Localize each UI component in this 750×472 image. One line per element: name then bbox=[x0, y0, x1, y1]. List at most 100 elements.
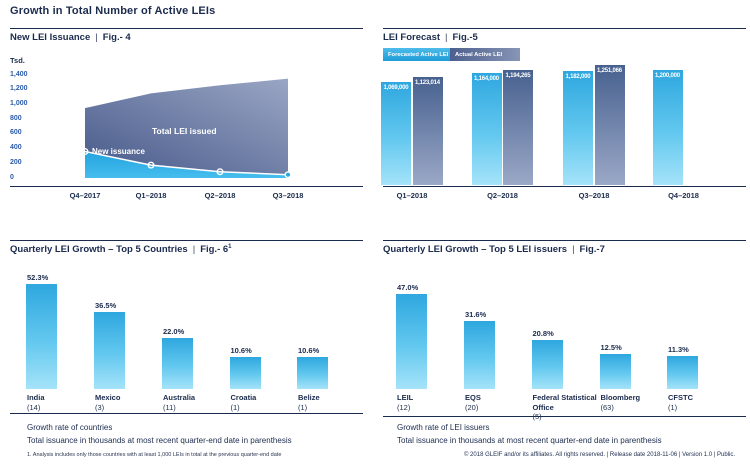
fig4-ytick: 800 bbox=[10, 114, 22, 122]
divider-top-right bbox=[383, 28, 746, 30]
bar-category: Australia (11) bbox=[163, 393, 237, 412]
actual-bar: 1,251,066 bbox=[594, 64, 625, 185]
data-point-marker bbox=[81, 148, 89, 156]
fig6-note-1: Growth rate of countries bbox=[27, 423, 113, 432]
bar-category: Croatia (1) bbox=[231, 393, 305, 412]
page-footnote: 1. Analysis includes only those countrie… bbox=[27, 452, 282, 458]
fig4-x-label: Q1–2018 bbox=[135, 191, 167, 200]
bar-percent-label: 52.3% bbox=[27, 273, 49, 283]
bar-category: EQS (20) bbox=[465, 393, 539, 412]
title-separator: | bbox=[445, 32, 448, 43]
forecast-bar-value: 1,164,000 bbox=[474, 76, 499, 83]
new-issuance-area bbox=[85, 151, 288, 178]
bar-category: Federal Statistical Office (5) bbox=[533, 393, 607, 422]
growth-bar bbox=[531, 339, 563, 389]
fig7-title: Quarterly LEI Growth – Top 5 LEI issuers… bbox=[383, 244, 605, 255]
divider-mid-left bbox=[10, 240, 363, 242]
fig6-note-2: Total issuance in thousands at most rece… bbox=[27, 436, 292, 445]
bar-category: Belize (1) bbox=[298, 393, 372, 412]
fig5-x-label: Q1–2018 bbox=[396, 191, 428, 200]
bar-category: Bloomberg (63) bbox=[601, 393, 675, 412]
growth-bar bbox=[94, 312, 125, 389]
actual-bar-value: 1,251,066 bbox=[597, 67, 622, 74]
bar-percent-label: 12.5% bbox=[600, 343, 622, 353]
title-separator: | bbox=[192, 244, 196, 256]
fig7-fig-label: Fig.-7 bbox=[579, 244, 605, 255]
title-separator: | bbox=[95, 32, 98, 43]
bar-category-count: (20) bbox=[465, 402, 479, 412]
bar-percent-label: 22.0% bbox=[163, 326, 185, 336]
fig7-note-2: Total issuance in thousands at most rece… bbox=[397, 436, 662, 445]
data-point-marker bbox=[216, 168, 224, 176]
growth-bar bbox=[297, 357, 328, 389]
legend-actual-active-lei: Actual Active LEI bbox=[450, 48, 520, 61]
fig7-note-1: Growth rate of LEI issuers bbox=[397, 423, 490, 432]
bar-category: CFSTC (1) bbox=[668, 393, 742, 412]
data-point-marker bbox=[147, 161, 155, 169]
actual-bar-value: 1,194,265 bbox=[505, 73, 531, 80]
fig4-ytick: 600 bbox=[10, 129, 22, 137]
forecast-bar: 1,200,000 bbox=[652, 69, 683, 185]
growth-bar bbox=[667, 356, 698, 389]
fig5-x-label: Q3–2018 bbox=[578, 191, 610, 200]
fig4-ytick: 200 bbox=[10, 158, 22, 166]
page-title: Growth in Total Number of Active LEIs bbox=[10, 5, 216, 17]
growth-bar bbox=[26, 284, 57, 389]
bar-category-name: Belize bbox=[298, 393, 320, 402]
fig5-x-label: Q4–2018 bbox=[668, 191, 699, 200]
fig4-title-text: New LEI Issuance bbox=[10, 32, 91, 43]
bar-category-name: Croatia bbox=[230, 393, 257, 402]
fig7-title-text: Quarterly LEI Growth – Top 5 LEI issuers bbox=[383, 244, 568, 255]
fig6-footnote-marker: 1 bbox=[228, 244, 232, 250]
fig5-legend: Forecasted Active LEI Actual Active LEI bbox=[383, 48, 520, 61]
bar-category: LEIL (12) bbox=[397, 393, 471, 412]
fig4-series-label-total: Total LEI issued bbox=[152, 126, 217, 136]
fig6-fig-label: Fig.- 6 bbox=[200, 244, 229, 256]
bar-percent-label: 20.8% bbox=[532, 328, 554, 338]
fig4-x-label: Q3–2018 bbox=[272, 191, 304, 200]
total-lei-issued-area bbox=[85, 78, 288, 175]
bar-category: Mexico (3) bbox=[95, 393, 169, 412]
divider-bottom-left bbox=[10, 413, 363, 415]
bar-category-count: (14) bbox=[27, 402, 41, 412]
bar-category-count: (11) bbox=[163, 402, 176, 412]
fig6-title: Quarterly LEI Growth – Top 5 Countries | F… bbox=[10, 244, 232, 255]
bar-percent-label: 36.5% bbox=[95, 301, 117, 311]
fig4-ytick: 0 bbox=[10, 173, 14, 181]
bar-percent-label: 10.6% bbox=[298, 346, 320, 356]
actual-bar: 1,194,265 bbox=[503, 70, 533, 185]
page-footer: © 2018 GLEIF and/or its affiliates. All … bbox=[463, 452, 735, 458]
bar-category-count: (5) bbox=[532, 412, 542, 421]
fig4-ytick: 400 bbox=[10, 144, 22, 152]
forecast-bar-value: 1,069,000 bbox=[383, 85, 409, 92]
bar-category-name: Australia bbox=[163, 393, 196, 402]
legend-forecasted-active-lei: Forecasted Active LEI bbox=[383, 48, 450, 61]
title-separator: | bbox=[572, 244, 575, 255]
forecast-bar: 1,069,000 bbox=[381, 82, 411, 185]
fig5-fig-label: Fig.-5 bbox=[452, 32, 478, 43]
bar-percent-label: 10.6% bbox=[230, 346, 252, 356]
bar-category-count: (12) bbox=[397, 402, 411, 412]
forecast-bar: 1,164,000 bbox=[471, 73, 502, 185]
divider-bottom-right bbox=[383, 416, 746, 418]
bar-category-name: Bloomberg bbox=[600, 393, 641, 402]
fig4-x-label: Q4–2017 bbox=[69, 191, 101, 200]
bar-category-name: Mexico bbox=[95, 393, 121, 402]
new-issuance-line bbox=[84, 150, 289, 176]
growth-bar bbox=[396, 293, 427, 389]
fig4-ytick: 1,400 bbox=[10, 70, 28, 78]
actual-bar: 1,123,014 bbox=[412, 77, 443, 185]
fig5-title-text: LEI Forecast bbox=[383, 32, 441, 43]
bar-percent-label: 47.0% bbox=[397, 282, 419, 292]
bar-category-name: CFSTC bbox=[668, 393, 693, 402]
forecast-bar: 1,182,000 bbox=[563, 71, 593, 185]
forecast-bar-value: 1,182,000 bbox=[565, 74, 591, 81]
bar-category-count: (1) bbox=[668, 402, 678, 412]
fig4-x-axis bbox=[10, 185, 363, 188]
data-point-marker bbox=[284, 171, 292, 179]
bar-category: India (14) bbox=[27, 393, 101, 412]
fig4-fig-label: Fig.- 4 bbox=[102, 32, 131, 43]
bar-category-name: LEIL bbox=[397, 393, 414, 402]
